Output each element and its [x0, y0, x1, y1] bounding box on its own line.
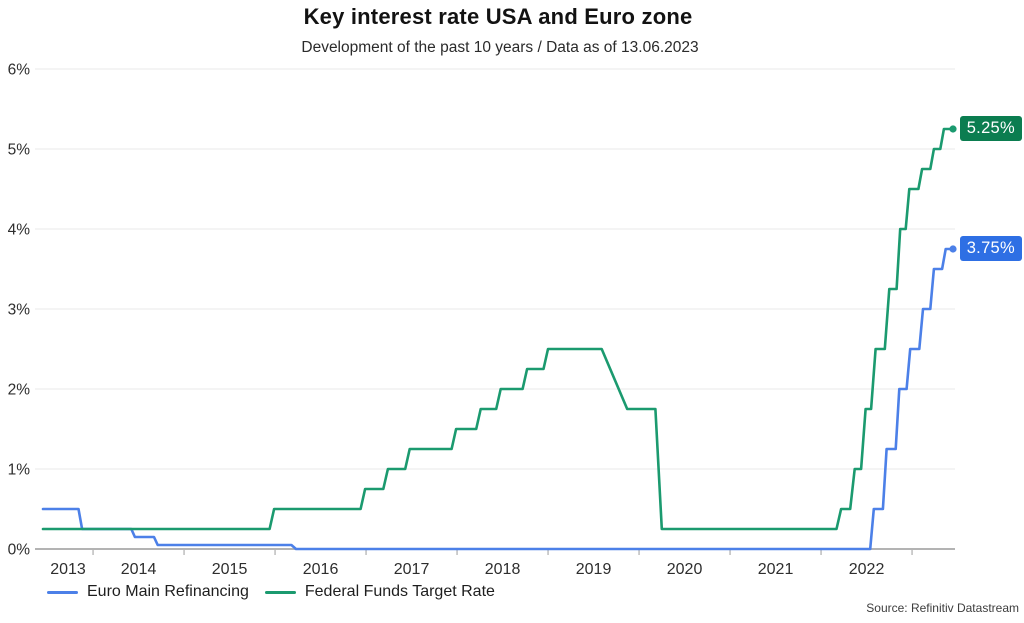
chart-title: Key interest rate USA and Euro zone: [303, 4, 693, 29]
x-tick-label: 2021: [758, 561, 794, 578]
y-tick-label: 0%: [8, 542, 31, 559]
euro-rate-line: [41, 247, 955, 551]
y-tick-label: 1%: [8, 462, 31, 479]
fed-line-end-dot: [949, 125, 957, 133]
legend-label-fed: Federal Funds Target Rate: [304, 583, 495, 600]
source-note: Source: Refinitiv Datastream: [866, 601, 1019, 615]
y-tick-label: 4%: [8, 222, 31, 239]
euro-end-value-badge: 3.75%: [959, 236, 1022, 261]
legend: Euro Main Refinancing Federal Funds Targ…: [47, 583, 495, 601]
y-tick-label: 2%: [8, 382, 31, 399]
x-tick-label: 2017: [394, 561, 430, 578]
fed-rate-line: [41, 127, 955, 531]
x-tick-label: 2018: [485, 561, 521, 578]
y-tick-label: 6%: [8, 62, 31, 79]
fed-line-swatch: [264, 590, 296, 594]
legend-item-euro: Euro Main Refinancing: [47, 583, 249, 601]
y-tick-label: 3%: [8, 302, 31, 319]
euro-line-swatch: [47, 590, 78, 594]
x-tick-label: 2013: [50, 561, 86, 578]
x-tick-label: 2016: [303, 561, 339, 578]
legend-label-euro: Euro Main Refinancing: [87, 583, 249, 600]
euro-line-end-dot: [949, 245, 957, 253]
x-tick-label: 2022: [849, 561, 885, 578]
x-tick-label: 2020: [667, 561, 703, 578]
chart-subtitle: Development of the past 10 years / Data …: [301, 39, 699, 56]
fed-end-value-badge: 5.25%: [959, 116, 1022, 141]
x-tick-label: 2015: [212, 561, 248, 578]
y-tick-label: 5%: [8, 142, 31, 159]
legend-item-fed: Federal Funds Target Rate: [264, 583, 495, 601]
x-tick-label: 2019: [576, 561, 612, 578]
x-tick-label: 2014: [121, 561, 157, 578]
